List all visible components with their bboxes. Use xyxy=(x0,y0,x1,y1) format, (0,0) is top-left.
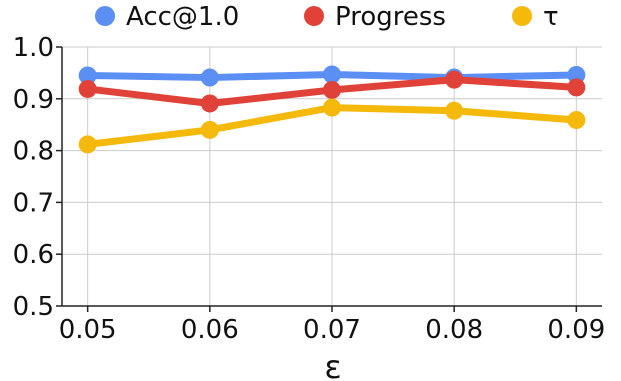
y-tick-label: 0.9 xyxy=(13,85,54,115)
legend-marker xyxy=(512,6,532,26)
x-tick-label: 0.07 xyxy=(303,315,361,345)
legend-marker xyxy=(304,6,324,26)
data-point xyxy=(200,68,219,87)
data-point xyxy=(200,120,219,139)
series-3 xyxy=(78,98,586,154)
y-tick-label: 1.0 xyxy=(13,33,54,63)
data-point xyxy=(78,135,97,154)
data-point xyxy=(78,66,97,85)
data-point xyxy=(78,79,97,98)
data-point xyxy=(323,65,341,84)
data-point xyxy=(567,78,586,97)
y-tick-label: 0.5 xyxy=(13,292,54,322)
data-point xyxy=(567,111,586,130)
y-tick-label: 0.6 xyxy=(13,240,54,270)
x-tick-label: 0.05 xyxy=(59,315,117,345)
legend-label: τ xyxy=(543,2,559,32)
legend-item: Progress xyxy=(304,2,446,32)
data-point xyxy=(567,65,586,84)
data-point xyxy=(445,101,464,120)
series-group xyxy=(78,65,586,154)
legend-label: Acc@1.0 xyxy=(126,2,239,32)
tick-labels: 0.5 0.6 0.7 0.8 0.9 1.0 0.05 0.06 0.07 0.08 0.09 xyxy=(13,33,606,345)
y-tick-label: 0.8 xyxy=(13,137,54,167)
legend-item: τ xyxy=(512,2,559,32)
data-point xyxy=(323,80,341,99)
x-tick-label: 0.08 xyxy=(425,315,483,345)
x-tick-label: 0.09 xyxy=(547,315,605,345)
data-point xyxy=(200,94,219,113)
data-point xyxy=(445,70,464,89)
legend-label: Progress xyxy=(335,2,446,32)
data-point xyxy=(323,98,341,117)
legend-marker xyxy=(95,6,115,26)
legend: Acc@1.0 Progress τ xyxy=(95,2,559,32)
legend-item: Acc@1.0 xyxy=(95,2,239,32)
x-axis-title: ε xyxy=(324,348,341,381)
series-2 xyxy=(78,70,586,113)
y-tick-label: 0.7 xyxy=(13,188,54,218)
x-tick-label: 0.06 xyxy=(181,315,239,345)
